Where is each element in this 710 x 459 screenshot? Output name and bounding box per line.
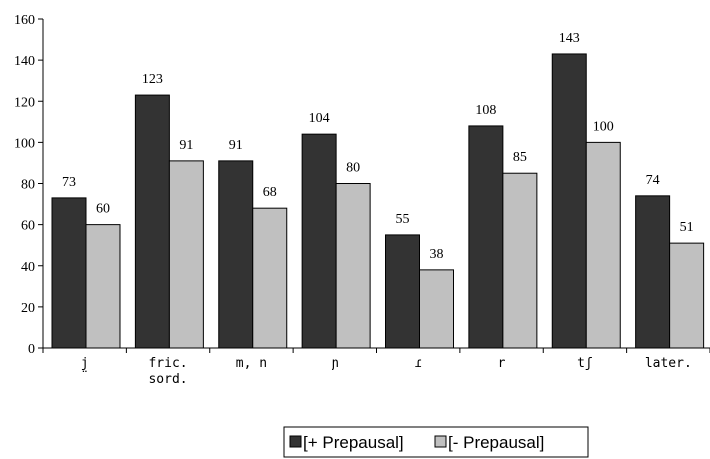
bar-minus-prepausal	[669, 242, 705, 349]
legend-entry-label: [- Prepausal]	[448, 433, 544, 452]
bar-plus-prepausal	[551, 53, 587, 349]
x-category-label: fric.	[148, 356, 187, 371]
x-category-label: later.	[645, 356, 692, 371]
chart-data-labels: j̤ fric.sord. m, n ɲ ɾ r tʃ later. 73 123 91 104 55 1…	[62, 31, 694, 387]
chart-legend: [+ Prepausal] [- Prepausal]	[283, 426, 589, 458]
y-tick-label: 140	[14, 54, 35, 69]
y-tick-label: 80	[21, 178, 35, 193]
bar-value-label: 68	[263, 185, 277, 200]
bar-plus-prepausal	[635, 195, 671, 349]
bar-value-label: 51	[680, 220, 694, 235]
bar-minus-prepausal	[502, 172, 538, 349]
bar-minus-prepausal	[252, 207, 288, 349]
bar-value-label: 91	[229, 138, 243, 153]
bar-plus-prepausal	[301, 133, 337, 349]
chart-bars	[51, 53, 705, 349]
bar-minus-prepausal	[85, 224, 121, 349]
bar-value-label: 91	[179, 138, 193, 153]
y-tick-label: 100	[14, 136, 35, 151]
legend-entry-label: [+ Prepausal]	[303, 433, 404, 452]
legend-box	[283, 426, 589, 458]
bar-plus-prepausal	[51, 197, 87, 349]
bar-value-label: 108	[475, 103, 496, 118]
y-tick-label: 20	[21, 301, 35, 316]
bar-plus-prepausal	[134, 94, 170, 349]
bar-minus-prepausal	[585, 141, 621, 349]
bar-value-label: 123	[142, 72, 163, 87]
legend-swatch	[289, 435, 302, 448]
bar-value-label: 55	[396, 212, 410, 227]
x-category-label: m, n	[236, 356, 267, 371]
x-category-label: ɾ	[414, 356, 422, 371]
bar-plus-prepausal	[218, 160, 254, 349]
bar-value-label: 143	[559, 31, 580, 46]
bar-minus-prepausal	[419, 269, 454, 349]
legend-swatch	[434, 435, 447, 448]
bar-plus-prepausal	[385, 234, 420, 349]
bar-value-label: 104	[309, 111, 330, 126]
y-tick-label: 0	[28, 342, 35, 357]
bar-minus-prepausal	[335, 183, 371, 349]
y-tick-label: 40	[21, 260, 35, 275]
bar-value-label: 73	[62, 175, 76, 190]
bar-value-label: 38	[430, 247, 444, 262]
x-category-label: tʃ	[577, 356, 593, 371]
bar-plus-prepausal	[468, 125, 504, 349]
y-tick-label: 120	[14, 95, 35, 110]
y-tick-label: 160	[14, 13, 35, 28]
x-category-label: j̤	[81, 356, 89, 373]
bar-value-label: 80	[346, 161, 360, 176]
x-category-label: sord.	[148, 372, 187, 387]
x-category-label: r	[498, 356, 506, 371]
y-tick-label: 60	[21, 219, 35, 234]
bar-value-label: 85	[513, 150, 527, 165]
bar-value-label: 60	[96, 202, 110, 217]
bar-minus-prepausal	[168, 160, 204, 349]
bar-value-label: 74	[646, 173, 660, 188]
bar-value-label: 100	[593, 119, 614, 134]
x-category-label: ɲ	[331, 356, 339, 371]
